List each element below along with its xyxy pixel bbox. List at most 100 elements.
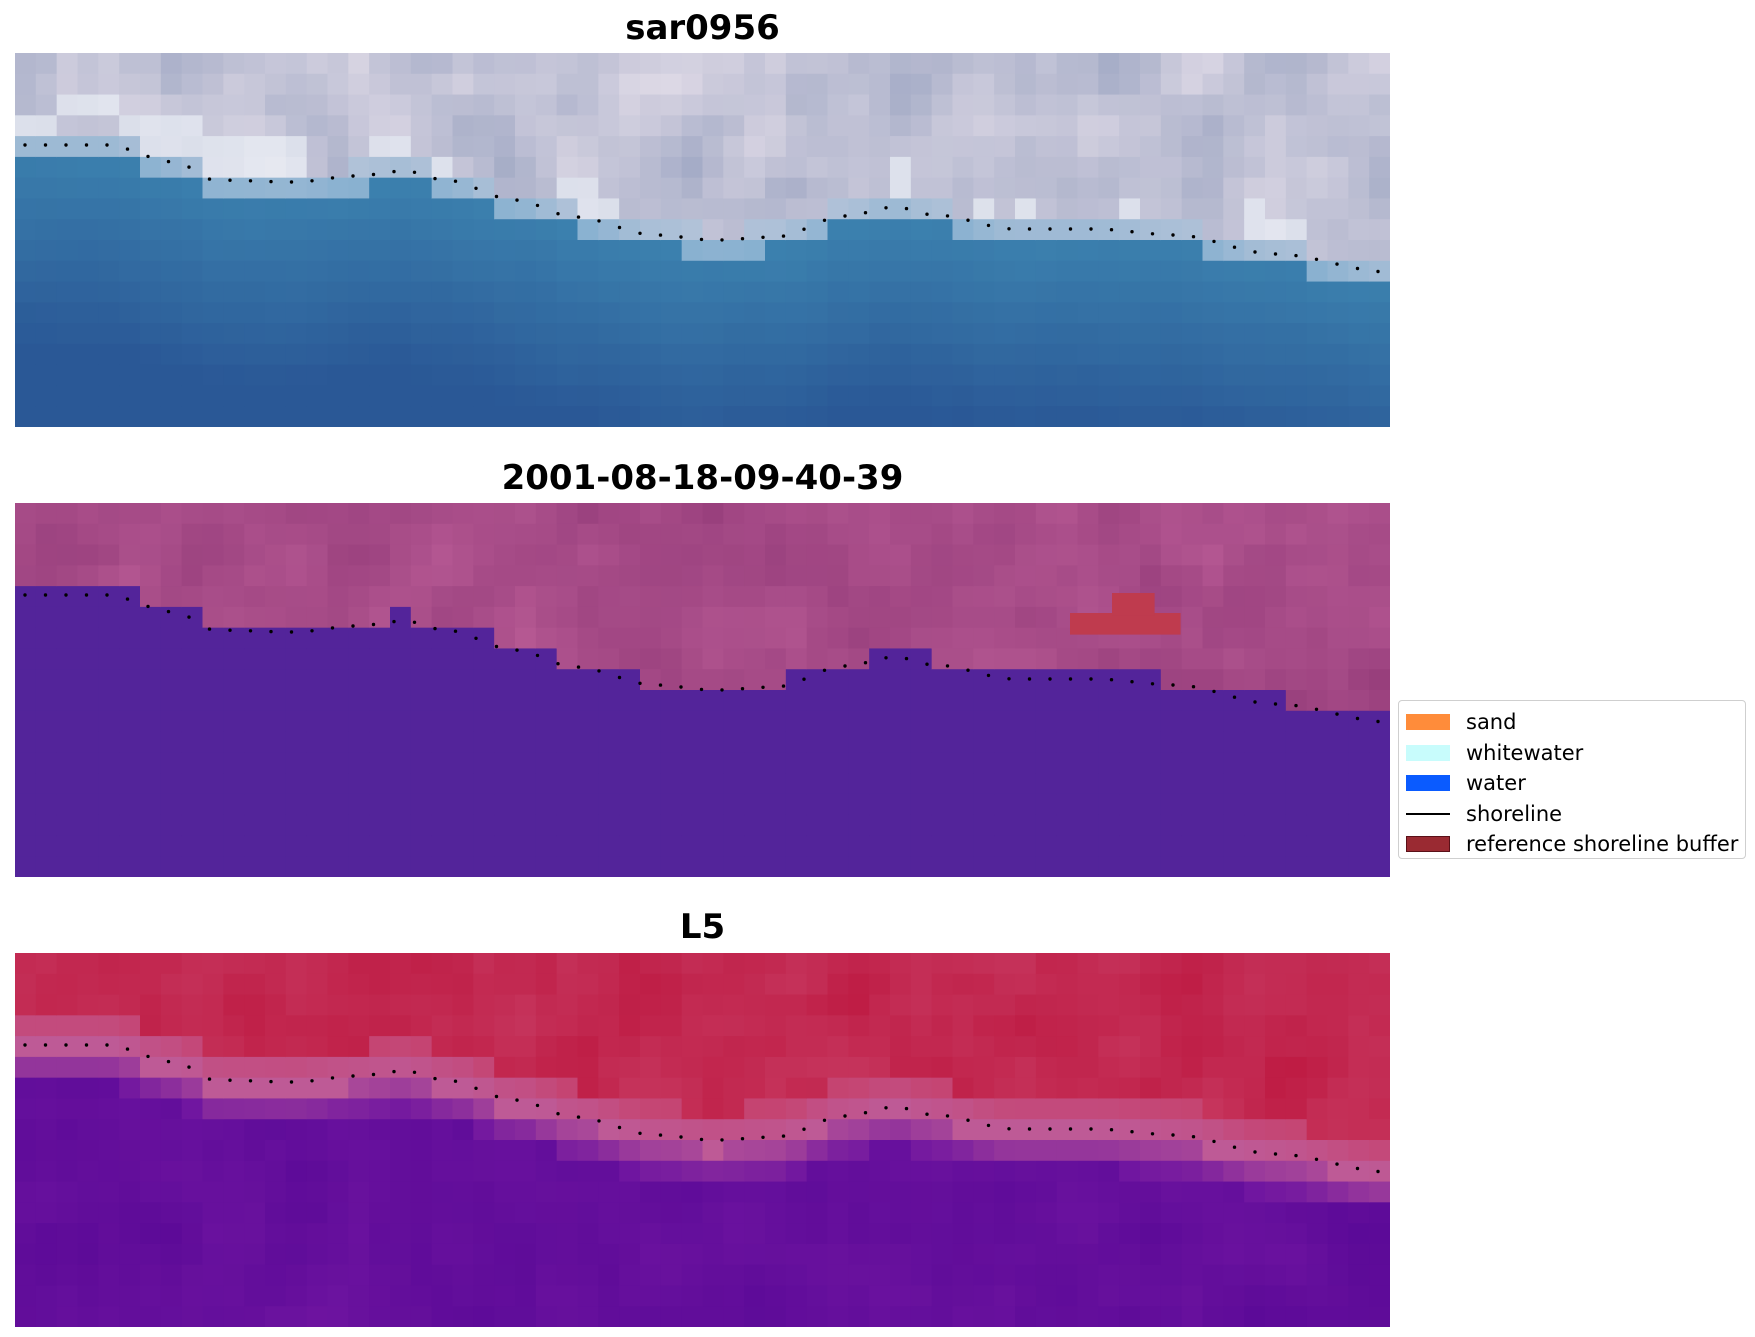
rgb-pixel — [765, 115, 787, 137]
rgb-pixel — [1015, 364, 1037, 387]
rgb-pixel — [15, 156, 37, 179]
class-pixel — [244, 565, 266, 587]
rgb-pixel — [119, 53, 141, 75]
class-pixel — [327, 627, 349, 650]
index-pixel — [181, 1223, 204, 1245]
class-pixel — [619, 835, 641, 857]
class-pixel — [598, 752, 620, 774]
index-pixel — [952, 953, 974, 975]
rgb-pixel — [660, 260, 683, 283]
index-pixel — [556, 1098, 579, 1120]
index-pixel — [1327, 1098, 1349, 1120]
rgb-pixel — [1077, 177, 1099, 200]
class-pixel — [890, 648, 912, 670]
shoreline-point — [720, 1138, 724, 1142]
index-pixel — [744, 1223, 766, 1245]
index-pixel — [285, 1119, 308, 1141]
rgb-pixel — [952, 53, 974, 75]
shoreline-point — [1171, 233, 1175, 237]
index-pixel — [98, 1140, 120, 1162]
legend: sand whitewater water shoreline referenc… — [1398, 700, 1746, 859]
index-pixel — [556, 1202, 579, 1224]
class-pixel — [577, 710, 599, 733]
class-pixel — [35, 690, 58, 712]
class-pixel — [306, 752, 329, 774]
class-pixel — [1015, 523, 1037, 546]
index-pixel — [1056, 1056, 1079, 1079]
class-pixel — [598, 606, 620, 629]
class-pixel — [994, 690, 1016, 712]
rgb-pixel — [1140, 177, 1162, 200]
class-pixel — [1223, 627, 1245, 650]
class-pixel — [452, 731, 474, 753]
class-pixel — [640, 856, 662, 877]
class-pixel — [827, 793, 849, 816]
shoreline-point — [146, 604, 150, 609]
rgb-pixel — [598, 73, 620, 96]
rgb-pixel — [1285, 219, 1308, 241]
index-pixel — [1348, 1036, 1370, 1058]
index-pixel — [890, 973, 912, 996]
class-pixel — [390, 814, 412, 837]
class-pixel — [1223, 835, 1245, 857]
rgb-pixel — [181, 219, 204, 241]
rgb-pixel — [910, 364, 933, 387]
rgb-pixel — [848, 364, 870, 387]
rgb-pixel — [1369, 406, 1390, 427]
index-pixel — [140, 1119, 162, 1141]
class-pixel — [35, 793, 58, 816]
class-pixel — [1077, 856, 1099, 877]
index-pixel — [806, 1140, 829, 1162]
rgb-pixel — [1181, 260, 1204, 283]
class-pixel — [765, 627, 787, 650]
rgb-pixel — [1015, 343, 1037, 366]
index-pixel — [1098, 953, 1120, 975]
class-pixel — [577, 793, 599, 816]
class-pixel — [265, 835, 287, 857]
rgb-pixel — [973, 115, 995, 137]
index-pixel — [931, 1285, 954, 1307]
rgb-pixel — [785, 53, 808, 75]
rgb-pixel — [223, 240, 245, 262]
rgb-pixel — [994, 343, 1016, 366]
class-pixel — [890, 856, 912, 877]
class-pixel — [390, 731, 412, 753]
rgb-pixel — [1327, 260, 1349, 283]
index-pixel — [848, 1015, 870, 1037]
index-pixel — [1223, 994, 1245, 1016]
rgb-pixel — [952, 343, 974, 366]
index-pixel — [1223, 1140, 1245, 1162]
index-pixel — [535, 1181, 558, 1203]
index-pixel — [56, 1223, 79, 1245]
rgb-pixel — [744, 177, 766, 200]
index-pixel — [1265, 1285, 1287, 1307]
index-pixel — [1160, 953, 1183, 975]
rgb-pixel — [15, 302, 37, 324]
rgb-pixel — [369, 115, 391, 137]
class-pixel — [640, 523, 662, 546]
index-pixel — [1140, 1223, 1162, 1245]
shoreline-point — [64, 593, 68, 597]
class-pixel — [577, 606, 599, 629]
index-pixel — [473, 1140, 495, 1162]
class-pixel — [577, 503, 599, 525]
shoreline-point — [822, 668, 827, 672]
shoreline-point — [474, 636, 478, 640]
rgb-pixel — [1035, 115, 1058, 137]
index-pixel — [1223, 1056, 1245, 1079]
index-pixel — [327, 994, 349, 1016]
class-pixel — [660, 669, 683, 691]
index-pixel — [369, 1036, 391, 1058]
index-pixel — [765, 1243, 787, 1266]
class-pixel — [98, 565, 120, 587]
index-pixel — [181, 1140, 204, 1162]
class-pixel — [1327, 627, 1349, 650]
class-pixel — [1348, 586, 1370, 608]
class-pixel — [140, 856, 162, 877]
class-pixel — [77, 648, 99, 670]
class-pixel — [827, 752, 849, 774]
class-pixel — [598, 565, 620, 587]
class-pixel — [285, 586, 308, 608]
class-pixel — [848, 648, 870, 670]
class-pixel — [348, 856, 370, 877]
